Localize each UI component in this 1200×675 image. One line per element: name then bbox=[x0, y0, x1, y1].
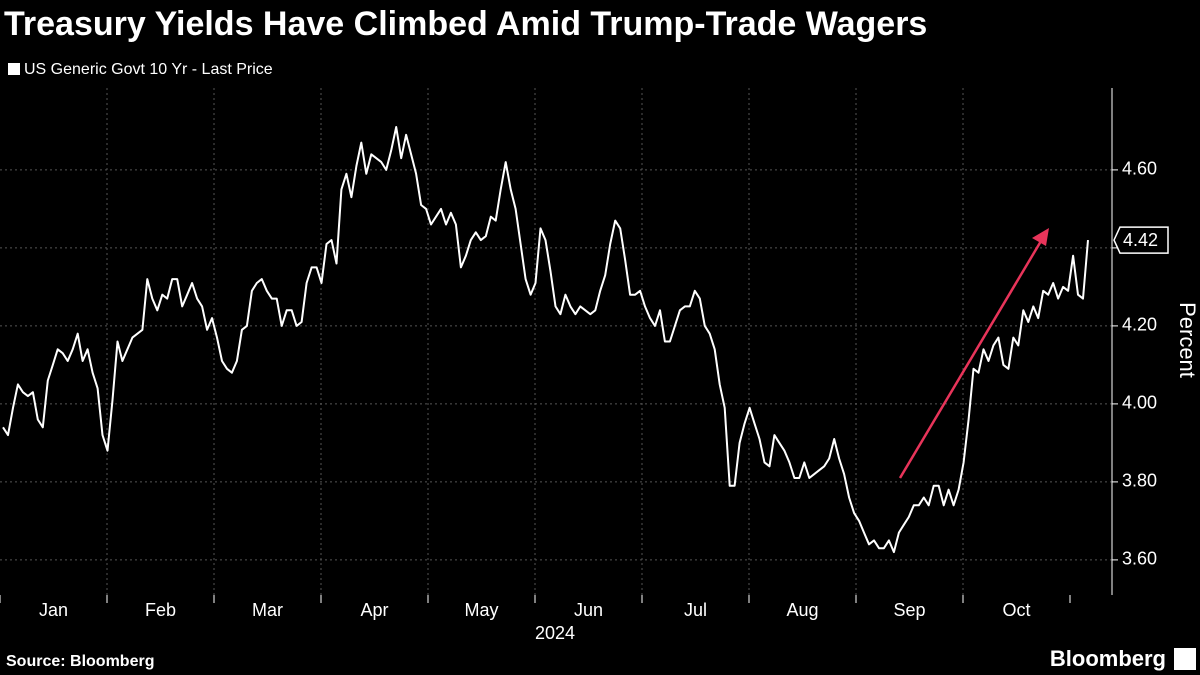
y-tick-label: 4.00 bbox=[1122, 393, 1157, 413]
brand: Bloomberg bbox=[1050, 646, 1166, 671]
last-value-box bbox=[1113, 226, 1169, 254]
chart-title: Treasury Yields Have Climbed Amid Trump-… bbox=[4, 5, 927, 43]
x-tick-label: Aug bbox=[786, 600, 818, 620]
source: Source: Bloomberg bbox=[6, 653, 154, 670]
x-tick-label: May bbox=[464, 600, 498, 620]
x-tick-label: Oct bbox=[1002, 600, 1030, 620]
x-tick-label: Jul bbox=[684, 600, 707, 620]
x-axis-label: 2024 bbox=[535, 623, 575, 643]
brand-icon bbox=[1174, 648, 1196, 670]
x-tick-label: Feb bbox=[145, 600, 176, 620]
y-tick-label: 4.20 bbox=[1122, 315, 1157, 335]
legend-swatch bbox=[8, 63, 20, 75]
line-series bbox=[2, 126, 1089, 554]
annotation-arrow-head bbox=[1032, 228, 1049, 246]
legend-label: US Generic Govt 10 Yr - Last Price bbox=[24, 61, 273, 78]
y-tick-label: 4.60 bbox=[1122, 159, 1157, 179]
y-axis-label: Percent bbox=[1175, 302, 1200, 378]
x-tick-label: Jan bbox=[39, 600, 68, 620]
y-tick-label: 3.80 bbox=[1122, 471, 1157, 491]
y-tick-label: 3.60 bbox=[1122, 549, 1157, 569]
x-tick-label: Mar bbox=[252, 600, 283, 620]
x-tick-label: Jun bbox=[574, 600, 603, 620]
annotation-arrow bbox=[898, 235, 1046, 479]
last-value-label: 4.42 bbox=[1123, 230, 1158, 250]
x-tick-label: Sep bbox=[893, 600, 925, 620]
x-tick-label: Apr bbox=[360, 600, 388, 620]
